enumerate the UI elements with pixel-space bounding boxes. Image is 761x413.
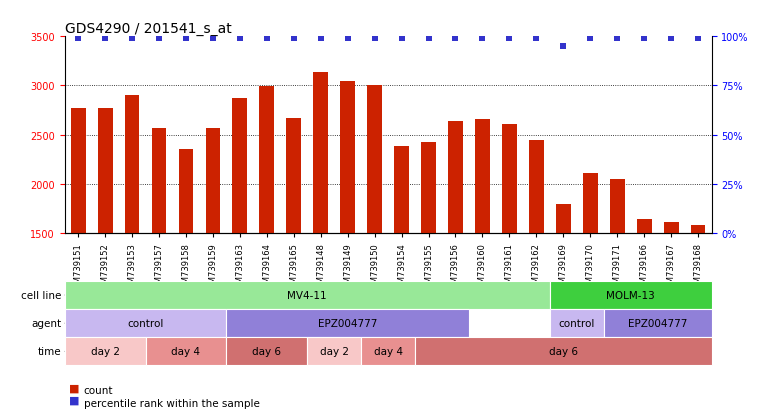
Text: EPZ004777: EPZ004777 (628, 318, 687, 328)
Text: cell line: cell line (21, 290, 62, 300)
Bar (260, 87, 274, 233)
Text: GDS4290 / 201541_s_at: GDS4290 / 201541_s_at (65, 22, 231, 36)
Bar (179, 150, 193, 233)
Bar (232, 99, 247, 233)
Bar (314, 73, 328, 233)
Bar (394, 147, 409, 233)
Text: day 2: day 2 (320, 347, 349, 356)
Bar (286, 119, 301, 233)
Text: control: control (127, 318, 164, 328)
Text: agent: agent (31, 318, 62, 328)
Text: day 6: day 6 (253, 347, 282, 356)
Text: EPZ004777: EPZ004777 (318, 318, 377, 328)
Text: day 4: day 4 (374, 347, 403, 356)
Text: MV4-11: MV4-11 (288, 290, 327, 300)
Text: MOLM-13: MOLM-13 (607, 290, 655, 300)
Bar (125, 96, 139, 233)
Bar (529, 140, 544, 233)
Bar (664, 223, 679, 233)
Text: percentile rank within the sample: percentile rank within the sample (84, 398, 260, 408)
Text: control: control (559, 318, 595, 328)
Text: time: time (38, 347, 62, 356)
Bar (368, 86, 382, 233)
Bar (502, 124, 517, 233)
Bar (340, 81, 355, 233)
Bar (637, 220, 651, 233)
Bar (71, 108, 85, 233)
Bar (448, 121, 463, 233)
Bar (475, 120, 490, 233)
Text: day 6: day 6 (549, 347, 578, 356)
Bar (421, 143, 436, 233)
Bar (151, 128, 167, 233)
Text: day 4: day 4 (171, 347, 200, 356)
Bar (97, 108, 113, 233)
Text: count: count (84, 385, 113, 395)
Text: day 2: day 2 (91, 347, 119, 356)
Bar (610, 179, 625, 233)
Bar (583, 173, 597, 233)
Text: ■: ■ (68, 395, 79, 405)
Bar (691, 225, 705, 233)
Bar (556, 205, 571, 233)
Bar (205, 128, 221, 233)
Text: ■: ■ (68, 382, 79, 392)
